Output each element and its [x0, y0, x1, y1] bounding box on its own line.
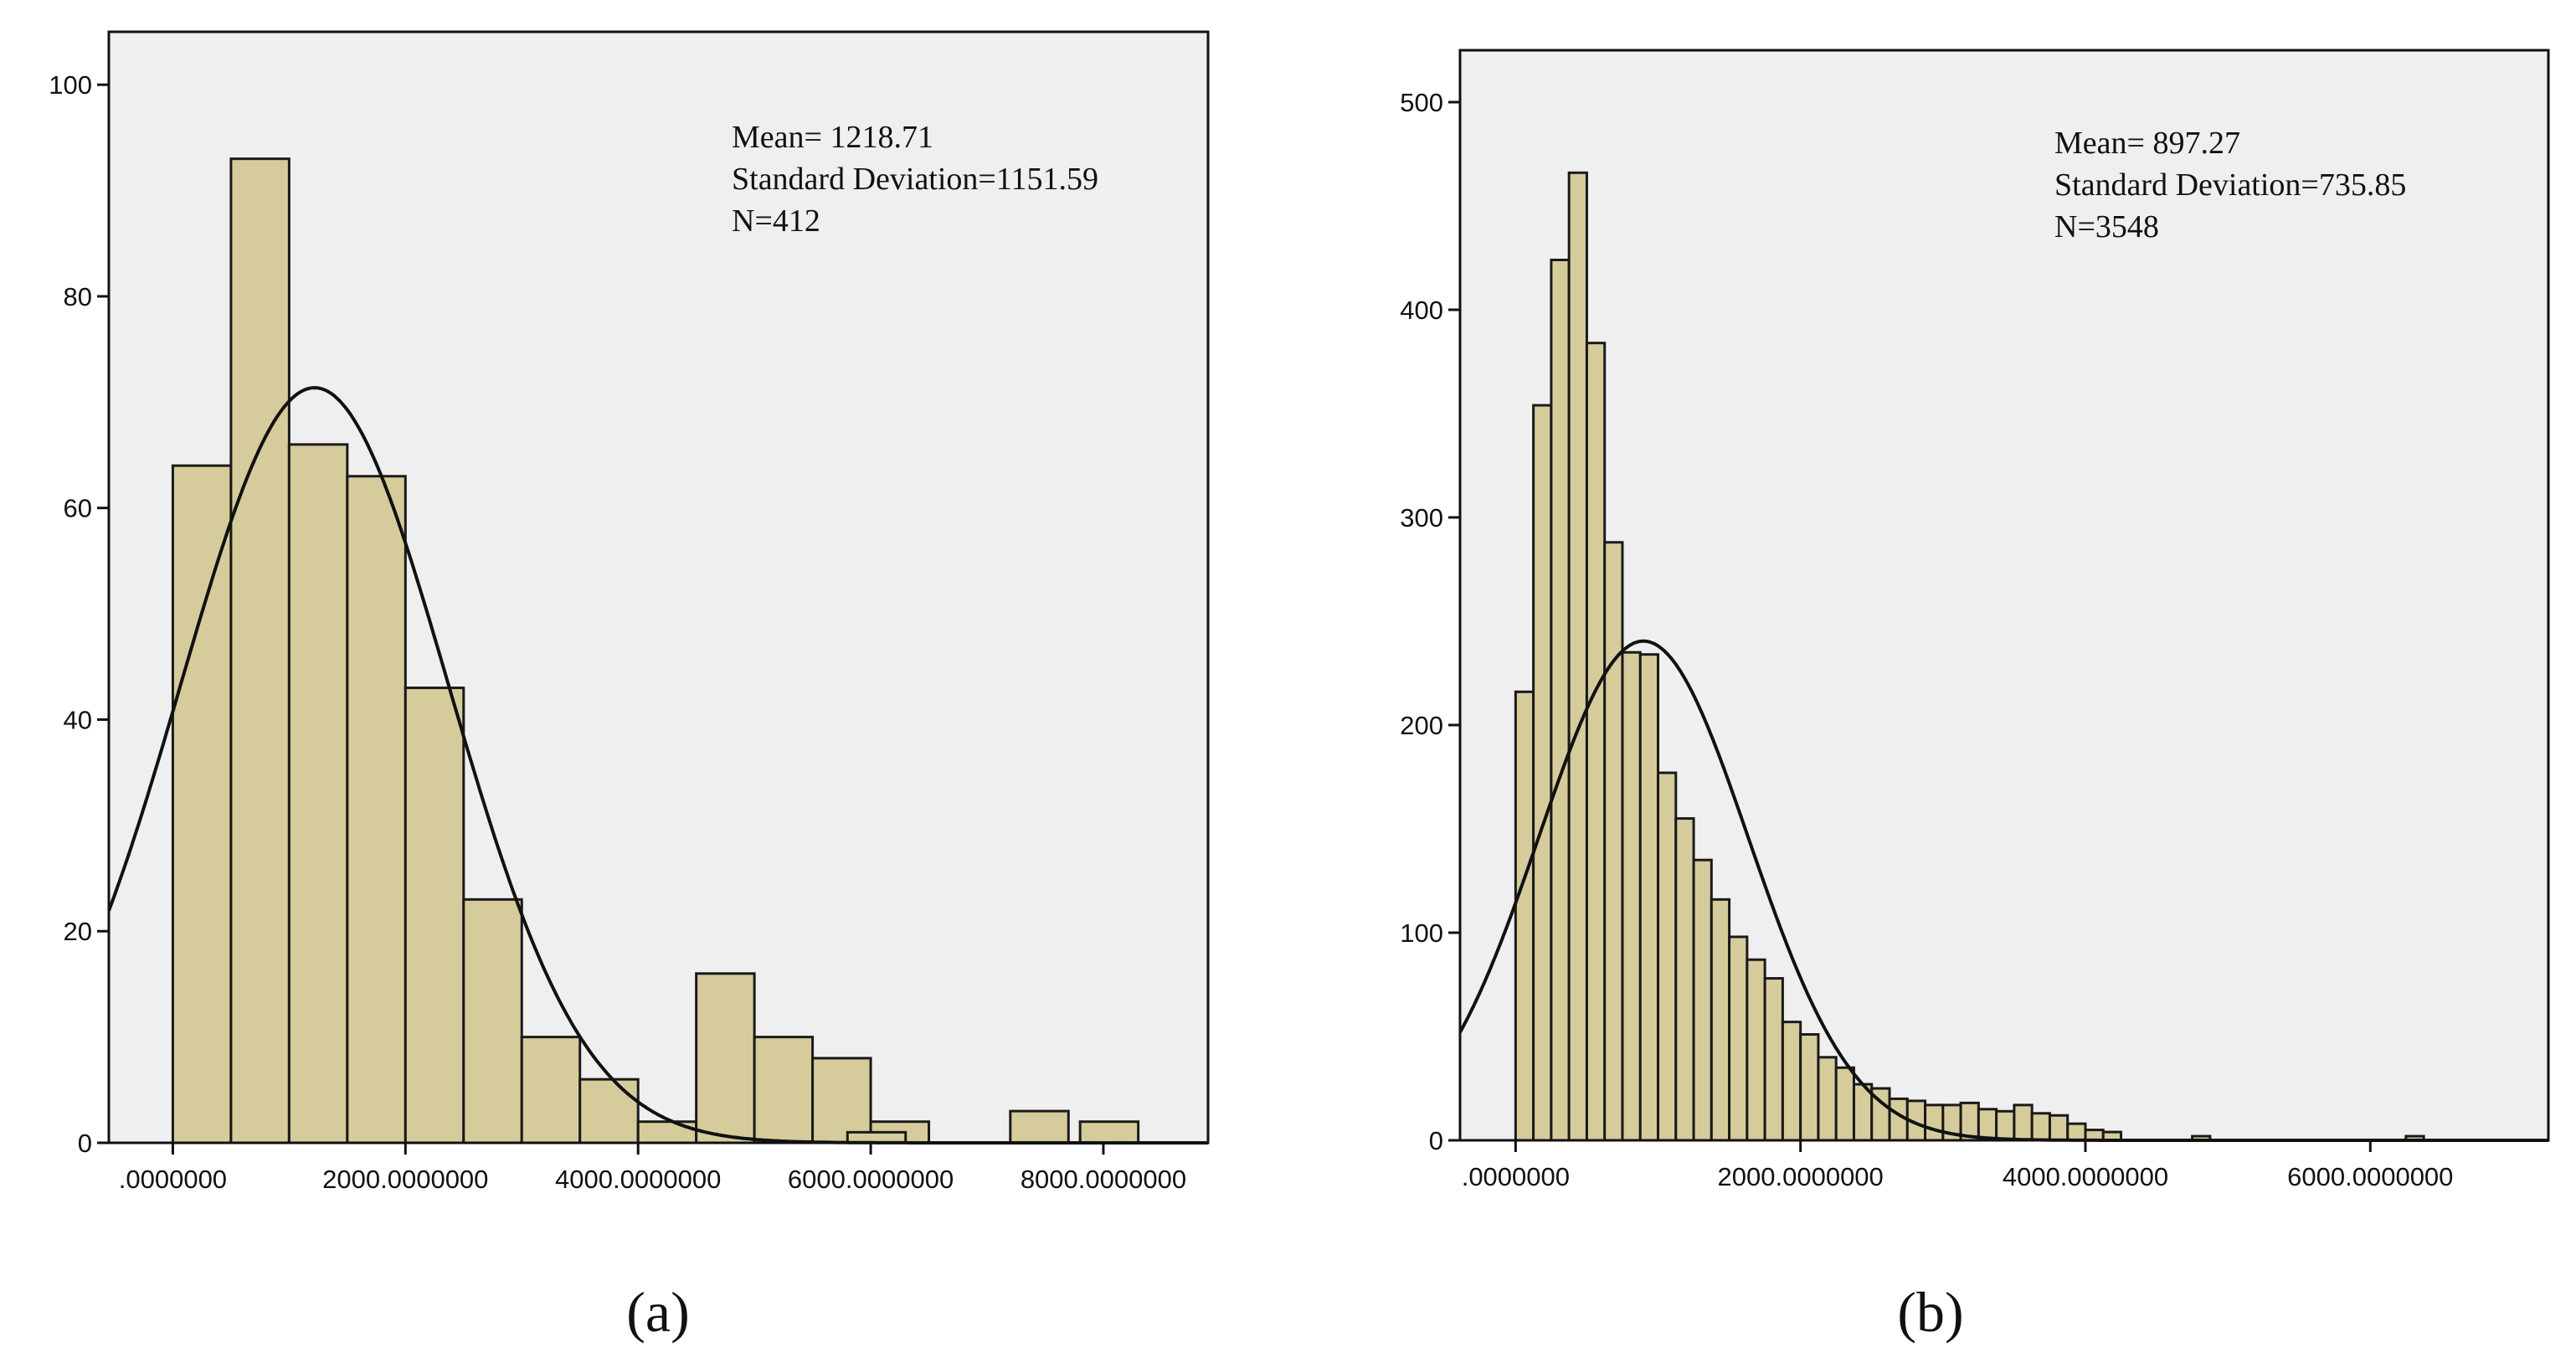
x-tick-label: 8000.0000000 — [1021, 1165, 1186, 1194]
histogram-bar — [1603, 541, 1624, 1142]
y-tick-label: 300 — [1400, 503, 1443, 532]
histogram-bar — [1763, 977, 1784, 1142]
stat-n-a: N=412 — [732, 203, 820, 239]
histogram-bar — [2066, 1122, 2087, 1142]
histogram-bar — [1621, 651, 1642, 1142]
x-ticks-a: .0000000 2000.0000000 4000.0000000 6000.000… — [119, 1143, 1186, 1194]
histogram-bar — [462, 898, 523, 1145]
y-tick-label: 0 — [78, 1129, 92, 1158]
stat-sd-a: Standard Deviation=1151.59 — [732, 162, 1098, 197]
y-tick-label: 100 — [49, 70, 92, 100]
histogram-bar — [287, 443, 349, 1145]
stat-mean-b: Mean= 897.27 — [2054, 126, 2240, 161]
histogram-bar — [1585, 342, 1607, 1142]
histogram-bar — [695, 972, 756, 1145]
panel-caption-a: (a) — [626, 1280, 689, 1344]
y-tick-label: 0 — [1429, 1126, 1443, 1155]
histogram-bar — [1799, 1033, 1820, 1142]
histogram-bars-b — [1514, 171, 2425, 1142]
histogram-bar — [404, 687, 465, 1145]
x-tick-label: 4000.0000000 — [2003, 1162, 2168, 1191]
histogram-bar — [636, 1120, 698, 1145]
y-tick-label: 60 — [64, 494, 92, 523]
y-tick-label: 200 — [1400, 711, 1443, 740]
histogram-bar — [346, 475, 407, 1145]
y-tick-label: 400 — [1400, 296, 1443, 325]
histogram-bar — [1674, 817, 1695, 1142]
histogram-bar — [1550, 258, 1571, 1142]
panel-caption-b: (b) — [1897, 1280, 1963, 1344]
histogram-bar — [171, 464, 233, 1145]
x-tick-label: .0000000 — [1462, 1162, 1570, 1191]
x-tick-label: 2000.0000000 — [322, 1165, 488, 1194]
x-tick-label: 2000.0000000 — [1718, 1162, 1884, 1191]
histogram-bar — [1532, 404, 1553, 1142]
histogram-bar — [1995, 1109, 2016, 1142]
histogram-bar — [1514, 690, 1535, 1142]
histogram-bar — [520, 1036, 582, 1145]
histogram-bar — [2030, 1112, 2051, 1142]
stat-n-b: N=3548 — [2054, 209, 2159, 244]
y-ticks-b: 0 100 200 300 400 500 — [1400, 88, 1460, 1155]
histogram-bar — [229, 157, 291, 1145]
histogram-bar — [1567, 171, 1588, 1142]
stat-mean-a: Mean= 1218.71 — [732, 120, 933, 155]
y-tick-label: 40 — [64, 705, 92, 734]
histogram-panel-a: 0 20 40 60 80 100 .0000000 2000.0000000 4000.00… — [49, 30, 1210, 1344]
histogram-bar — [2013, 1103, 2034, 1142]
histogram-bar — [1924, 1103, 1945, 1142]
histogram-bar — [811, 1057, 872, 1145]
histogram-bar — [1692, 858, 1713, 1142]
y-tick-label: 100 — [1400, 918, 1443, 948]
y-tick-label: 500 — [1400, 88, 1443, 117]
stat-sd-b: Standard Deviation=735.85 — [2054, 167, 2406, 203]
x-tick-label: 6000.0000000 — [788, 1165, 954, 1194]
histogram-bar — [1657, 771, 1678, 1142]
histogram-panel-b: 0 100 200 300 400 500 .0000000 2000.0000000 400… — [1400, 49, 2550, 1344]
x-ticks-b: .0000000 2000.0000000 4000.0000000 6000.000… — [1462, 1140, 2453, 1191]
histogram-bar — [753, 1036, 815, 1145]
histogram-bar — [1834, 1066, 1855, 1142]
x-tick-label: 6000.0000000 — [2287, 1162, 2453, 1191]
y-tick-label: 20 — [64, 917, 92, 946]
histogram-bar — [1009, 1109, 1070, 1145]
histogram-bar — [1078, 1120, 1140, 1145]
histogram-bar — [2048, 1114, 2070, 1142]
histogram-bars-a — [171, 157, 1140, 1145]
y-tick-label: 80 — [64, 282, 92, 311]
y-ticks-a: 0 20 40 60 80 100 — [49, 70, 109, 1158]
histogram-bar — [1728, 935, 1749, 1142]
histogram-bar — [1746, 958, 1766, 1142]
histogram-bar — [1977, 1108, 1998, 1142]
histogram-bar — [1638, 653, 1660, 1142]
histogram-bar — [1817, 1056, 1838, 1142]
histogram-bar — [578, 1078, 640, 1145]
x-tick-label: 4000.0000000 — [555, 1165, 721, 1194]
histogram-bar — [1710, 898, 1731, 1142]
histogram-bar — [1781, 1021, 1802, 1142]
x-tick-label: .0000000 — [119, 1165, 227, 1194]
